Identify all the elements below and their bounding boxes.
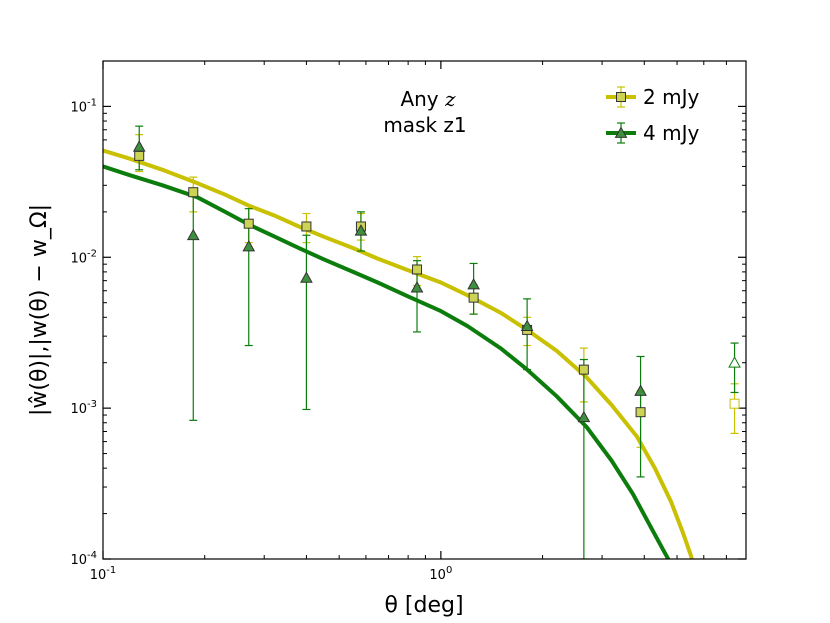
marker-series-2 <box>577 410 591 423</box>
tick-exponent: 0 <box>446 565 452 576</box>
marker-series-2 <box>467 277 480 290</box>
marker-series-2 <box>354 224 368 236</box>
model-line-series-2 <box>103 164 671 559</box>
tick-exponent: -1 <box>87 97 97 108</box>
annotation-line1: Any z <box>400 87 456 111</box>
marker-series-2 <box>300 271 313 283</box>
marker-series-2 <box>242 239 256 252</box>
marker-series-1 <box>188 187 199 198</box>
tick-exponent: -1 <box>106 565 116 576</box>
tick-base: 10 <box>70 402 87 417</box>
tick-exponent: -3 <box>87 399 97 410</box>
y-tick-label: 10-3 <box>70 399 97 417</box>
tick-base: 10 <box>70 100 87 115</box>
legend-marker-1 <box>616 92 626 102</box>
tick-exponent: -2 <box>87 248 97 259</box>
x-tick-label: 10-1 <box>90 565 117 583</box>
marker-series-1 <box>243 218 254 229</box>
marker-series-2 <box>410 281 424 293</box>
marker-series-2 <box>520 319 534 331</box>
marker-series-2 <box>634 384 647 396</box>
tick-base: 10 <box>90 568 107 583</box>
tick-base: 10 <box>70 251 87 266</box>
plot-area <box>103 61 746 559</box>
marker-series-1 <box>412 264 423 275</box>
y-axis-label: |ŵ(θ)|,|w(θ) − w_Ω| <box>27 204 52 416</box>
legend-marker-2 <box>614 126 628 138</box>
minor-ticks <box>103 60 747 559</box>
y-tick-label: 10-4 <box>70 550 97 568</box>
x-tick-label: 100 <box>429 565 452 583</box>
tick-base: 10 <box>70 553 87 568</box>
model-lines <box>103 148 694 559</box>
tick-base: 10 <box>429 568 446 583</box>
tick-exponent: -4 <box>87 550 97 561</box>
plot-frame <box>102 60 747 560</box>
marker-series-1 <box>468 292 479 303</box>
marker-series-1 <box>301 221 312 232</box>
legend-label-2: 4 mJy <box>643 121 699 145</box>
legend-label-1: 2 mJy <box>643 85 699 109</box>
marker-series-1 <box>635 407 646 418</box>
model-line-series-1 <box>103 148 694 559</box>
annotation-variable: z <box>444 87 456 111</box>
x-axis-label: θ [deg] <box>384 593 463 618</box>
marker-series-1 <box>134 150 145 161</box>
y-tick-label: 10-2 <box>70 248 97 266</box>
marker-series-1 <box>729 398 740 409</box>
annotation-line2: mask z1 <box>383 113 466 137</box>
annotation-prefix: Any <box>400 87 438 111</box>
legend: 2 mJy 4 mJy <box>606 85 699 145</box>
y-tick-label: 10-1 <box>70 97 97 115</box>
marker-series-2 <box>728 356 741 368</box>
data-markers <box>132 140 741 423</box>
marker-series-1 <box>578 364 589 375</box>
marker-series-2 <box>186 228 200 241</box>
marker-series-2 <box>132 140 146 152</box>
